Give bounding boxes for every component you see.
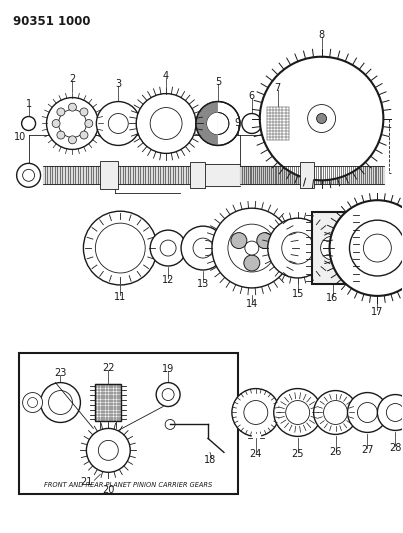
- Circle shape: [98, 440, 118, 461]
- Circle shape: [324, 400, 347, 424]
- Wedge shape: [207, 112, 218, 134]
- Circle shape: [286, 400, 310, 424]
- Circle shape: [162, 389, 174, 400]
- Circle shape: [282, 232, 314, 264]
- Circle shape: [69, 136, 77, 144]
- Circle shape: [156, 383, 180, 407]
- Bar: [190, 163, 205, 188]
- Circle shape: [150, 230, 186, 266]
- Circle shape: [321, 236, 345, 260]
- Text: 4: 4: [163, 71, 169, 80]
- Text: 17: 17: [371, 307, 384, 317]
- Circle shape: [196, 102, 240, 146]
- Circle shape: [23, 169, 35, 181]
- Text: 7: 7: [274, 83, 281, 93]
- Bar: [312, 212, 353, 284]
- Circle shape: [207, 112, 229, 134]
- Circle shape: [58, 110, 86, 138]
- Circle shape: [57, 131, 65, 139]
- Circle shape: [46, 98, 98, 149]
- Text: 9: 9: [235, 118, 241, 128]
- Text: 11: 11: [114, 292, 127, 302]
- Circle shape: [96, 102, 140, 146]
- Circle shape: [181, 226, 225, 270]
- Circle shape: [22, 117, 35, 131]
- Text: FRONT AND REAR PLANET PINION CARRIER GEARS: FRONT AND REAR PLANET PINION CARRIER GEA…: [44, 482, 212, 488]
- Circle shape: [52, 119, 60, 127]
- Text: 23: 23: [54, 368, 66, 378]
- Text: 27: 27: [361, 446, 374, 455]
- Circle shape: [86, 429, 130, 472]
- Text: 18: 18: [204, 455, 216, 465]
- Text: 16: 16: [326, 293, 339, 303]
- Text: 19: 19: [162, 364, 174, 374]
- Text: 1: 1: [25, 99, 32, 109]
- Circle shape: [27, 398, 37, 408]
- Circle shape: [330, 200, 403, 296]
- Text: 22: 22: [102, 362, 114, 373]
- Text: 13: 13: [197, 279, 209, 289]
- Bar: [100, 161, 118, 189]
- Circle shape: [41, 383, 81, 423]
- Text: 20: 20: [102, 485, 114, 495]
- Text: 28: 28: [389, 443, 401, 454]
- Circle shape: [150, 108, 182, 140]
- Circle shape: [228, 224, 276, 272]
- Text: 90351 1000: 90351 1000: [12, 15, 90, 28]
- Text: 3: 3: [115, 79, 121, 88]
- Circle shape: [165, 419, 175, 430]
- Text: 24: 24: [249, 449, 262, 459]
- Text: 2: 2: [69, 74, 76, 84]
- Circle shape: [244, 255, 260, 271]
- Circle shape: [136, 94, 196, 154]
- Bar: [300, 163, 314, 188]
- Circle shape: [232, 389, 280, 437]
- Bar: [96, 384, 121, 422]
- Circle shape: [212, 208, 292, 288]
- Circle shape: [314, 391, 357, 434]
- Circle shape: [245, 241, 259, 255]
- Circle shape: [17, 163, 41, 187]
- Text: 26: 26: [329, 447, 342, 457]
- Circle shape: [231, 232, 247, 248]
- Circle shape: [364, 234, 391, 262]
- Circle shape: [274, 389, 322, 437]
- Circle shape: [80, 131, 88, 139]
- Wedge shape: [196, 102, 218, 146]
- Circle shape: [257, 232, 273, 248]
- Text: 21: 21: [80, 477, 93, 487]
- Circle shape: [23, 393, 43, 413]
- Bar: [19, 353, 238, 494]
- Text: 15: 15: [291, 289, 304, 299]
- Text: 25: 25: [291, 449, 304, 459]
- Circle shape: [349, 220, 403, 276]
- Circle shape: [268, 218, 328, 278]
- Circle shape: [317, 114, 326, 124]
- Text: 14: 14: [246, 299, 258, 309]
- Circle shape: [386, 403, 403, 422]
- Circle shape: [108, 114, 128, 133]
- Circle shape: [307, 104, 336, 133]
- Circle shape: [244, 400, 268, 424]
- Circle shape: [69, 103, 77, 111]
- Circle shape: [193, 238, 213, 258]
- Circle shape: [160, 240, 176, 256]
- Circle shape: [48, 391, 73, 415]
- Text: 5: 5: [215, 77, 221, 87]
- Text: 12: 12: [162, 275, 174, 285]
- Circle shape: [377, 394, 403, 431]
- Circle shape: [57, 108, 65, 116]
- Circle shape: [260, 56, 383, 180]
- Circle shape: [347, 393, 387, 432]
- Circle shape: [85, 119, 93, 127]
- Circle shape: [80, 108, 88, 116]
- Circle shape: [96, 223, 145, 273]
- Text: 8: 8: [318, 30, 325, 40]
- Bar: [267, 107, 289, 140]
- Circle shape: [242, 114, 262, 133]
- Circle shape: [83, 211, 157, 285]
- Text: 10: 10: [15, 132, 27, 142]
- Text: 6: 6: [249, 91, 255, 101]
- Circle shape: [357, 402, 377, 423]
